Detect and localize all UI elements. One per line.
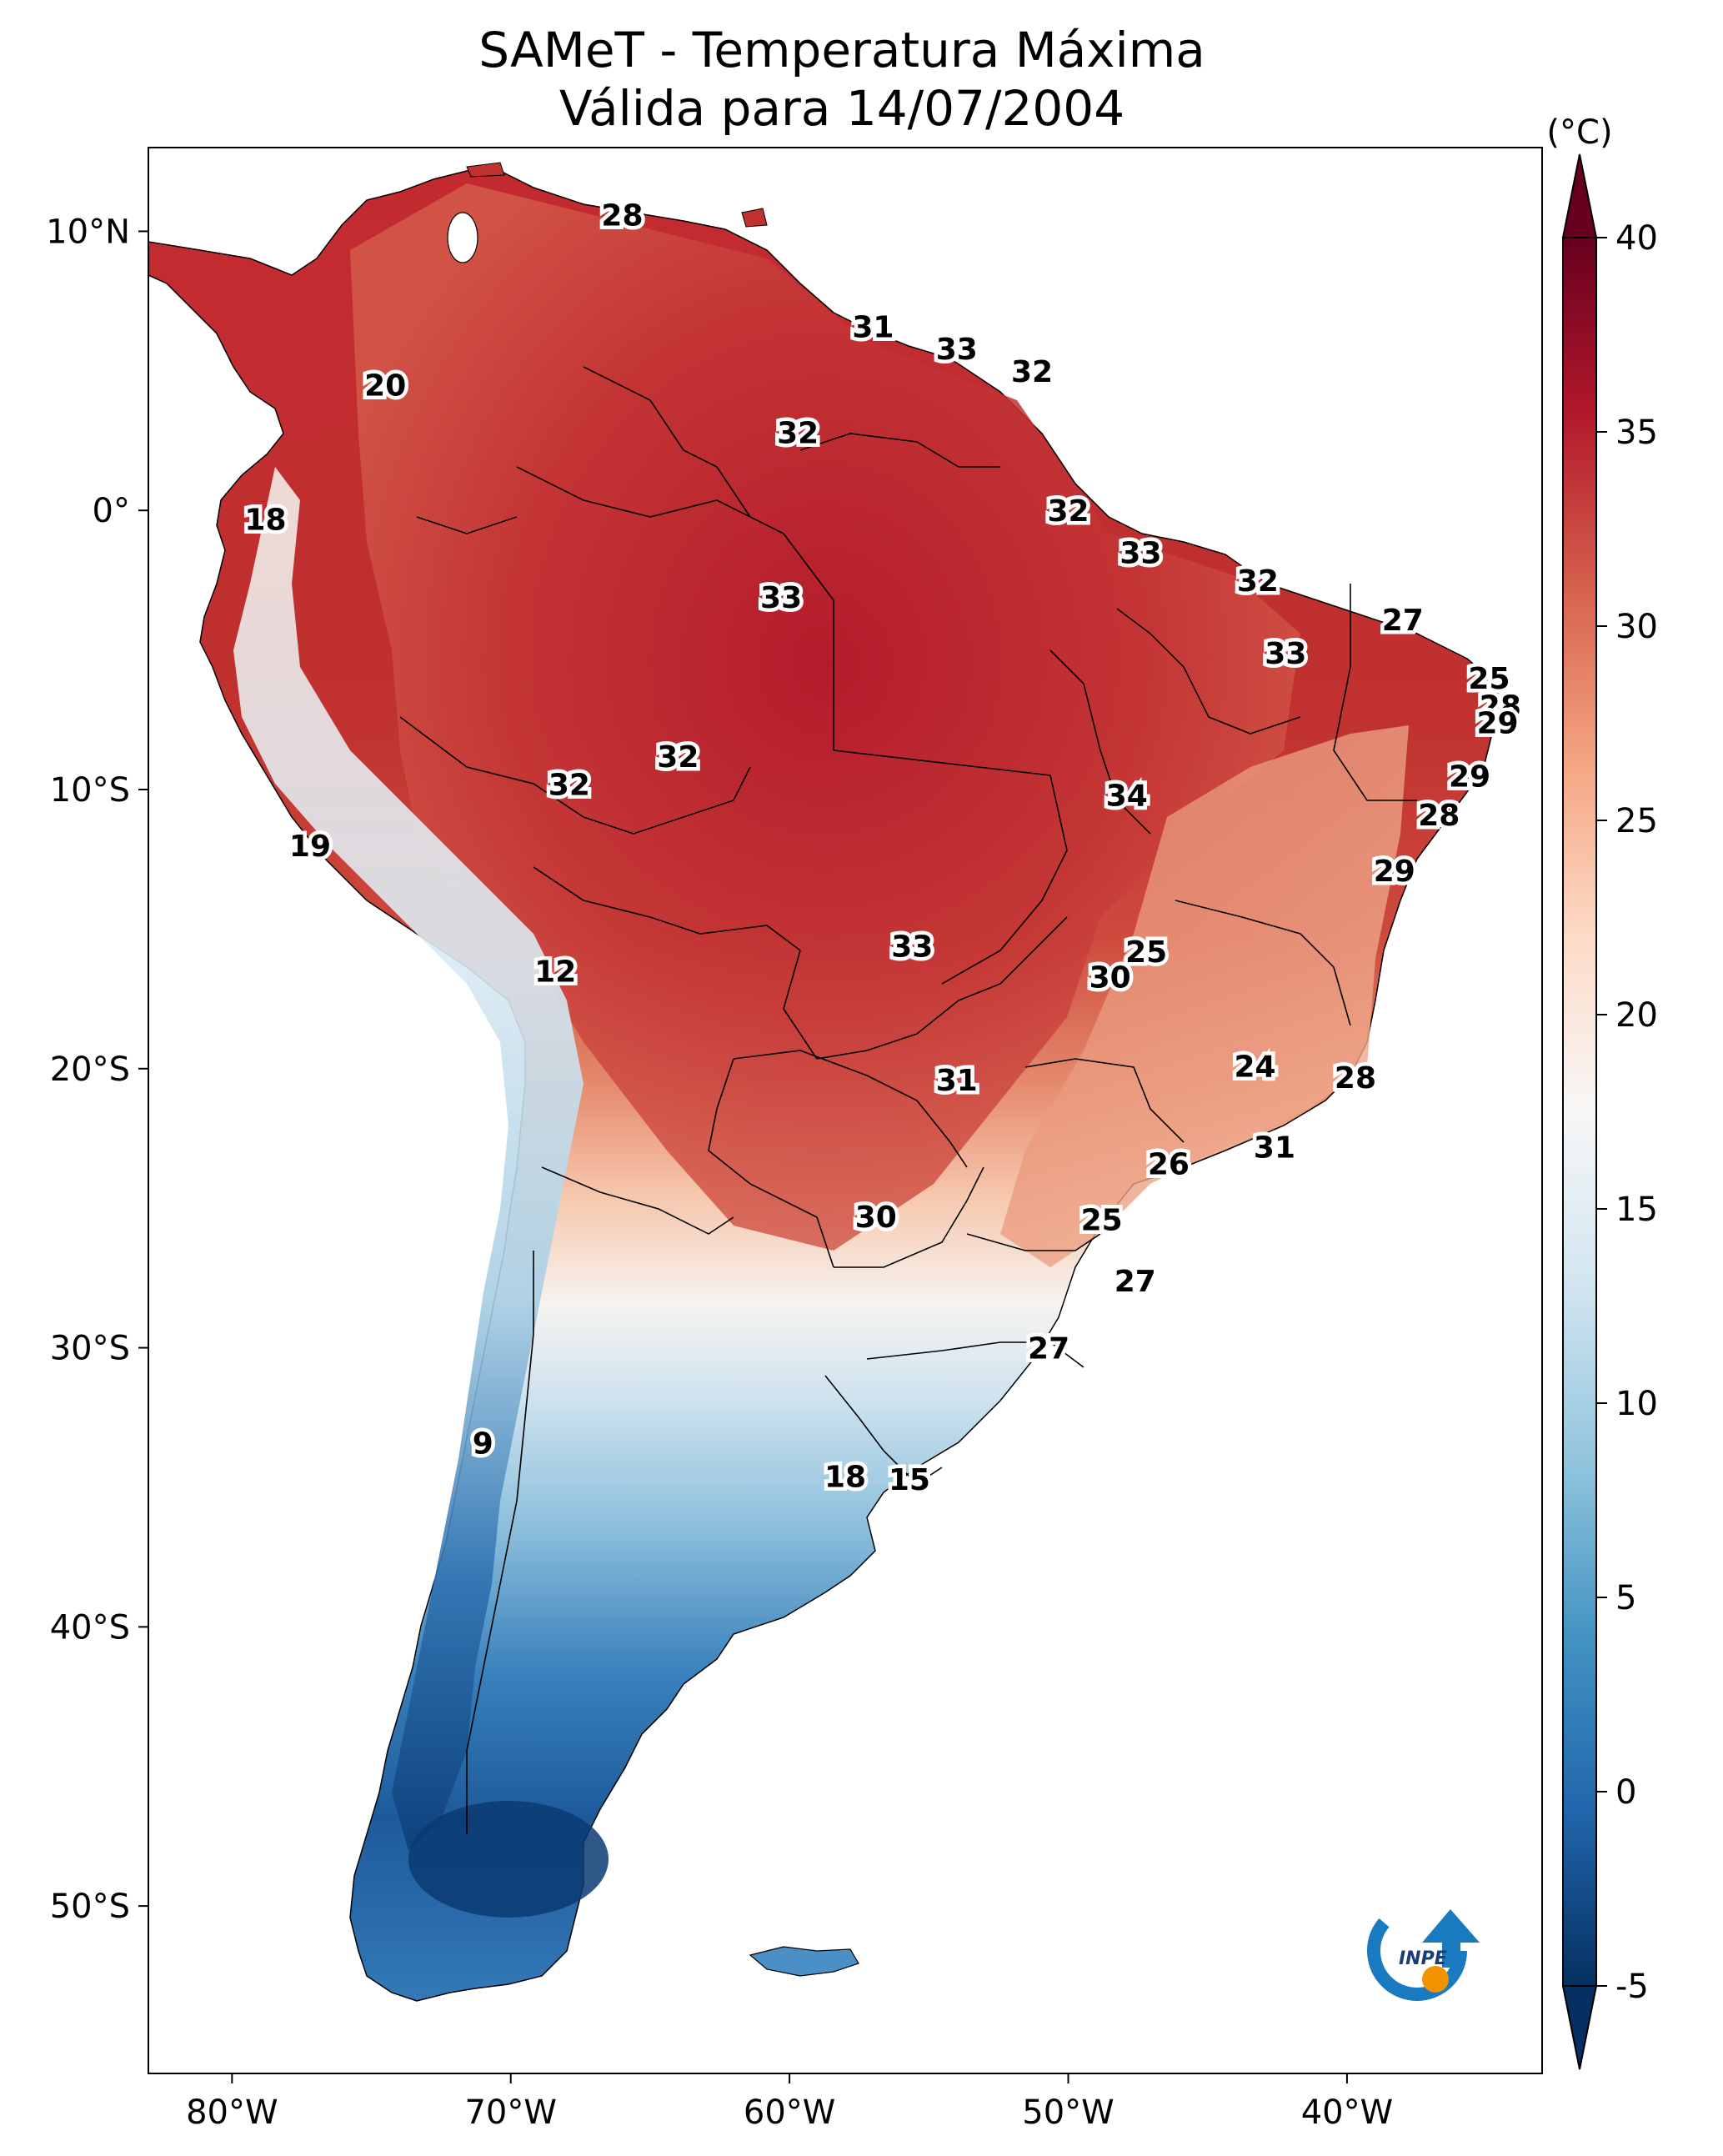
colorbar-tick-label: 20: [1615, 996, 1658, 1035]
station-value-label: 31: [1254, 1131, 1295, 1166]
eastern-brazil-warm: [1000, 725, 1409, 1267]
map-frame: [148, 147, 1543, 2074]
station-value-label: 25: [1081, 1204, 1123, 1238]
station-value-label: 27: [1028, 1332, 1069, 1366]
latitude-ticks: 10°N 0° 10°S 20°S 30°S 40°S 50°S: [46, 213, 148, 1926]
inpe-logo: INPE: [1367, 1901, 1480, 2001]
tropical-hot-region: [350, 183, 1300, 1251]
station-value-label: 32: [548, 768, 590, 802]
lon-tick-label: 80°W: [186, 2093, 278, 2132]
station-value-label: 33: [891, 930, 933, 964]
station-value-label: 33: [1265, 637, 1306, 671]
lat-tick-label: 0°: [93, 492, 130, 530]
lat-tick-label: 10°S: [50, 771, 130, 810]
station-value-label: 18: [244, 503, 286, 537]
colorbar-tick-label: 15: [1615, 1191, 1658, 1229]
falkland-islands: [749, 1946, 859, 1977]
colorbar-tick-label: 0: [1615, 1773, 1636, 1812]
station-value-label: 32: [657, 740, 699, 775]
colorbar-tick-label: 30: [1615, 608, 1658, 646]
station-value-label: 12: [534, 955, 576, 990]
lat-tick-label: 50°S: [50, 1888, 130, 1926]
station-value-label: 9: [473, 1426, 493, 1461]
station-value-label: 28: [1418, 799, 1460, 833]
lon-tick-label: 40°W: [1301, 2093, 1393, 2132]
colorbar-tick-label: 5: [1615, 1579, 1636, 1617]
station-value-label: 25: [1468, 662, 1510, 696]
lat-tick-label: 40°S: [50, 1608, 130, 1647]
patagonia-cold-core: [408, 1801, 609, 1918]
lat-tick-label: 10°N: [46, 213, 130, 251]
station-value-label: 18: [824, 1461, 866, 1495]
lake-maracaibo: [447, 212, 478, 263]
station-value-label: 33: [936, 333, 978, 367]
lon-tick-label: 60°W: [744, 2093, 835, 2132]
colorbar-tick-label: 25: [1615, 802, 1658, 840]
andes-cold-strip: [233, 467, 584, 1851]
lat-tick-label: 20°S: [50, 1050, 130, 1089]
map-title-line1: SAMeT - Temperatura Máxima: [478, 22, 1205, 78]
station-value-label: 32: [1237, 564, 1279, 599]
station-value-label: 19: [289, 830, 331, 864]
station-value-label: 20: [364, 369, 406, 404]
colorbar-tick-label: 35: [1615, 414, 1658, 452]
inpe-logo-text: INPE: [1399, 1948, 1447, 1969]
station-value-label: 34: [1106, 780, 1148, 814]
inpe-logo-sun: [1422, 1966, 1449, 1993]
station-value-label: 27: [1382, 604, 1424, 638]
longitude-ticks: 80°W 70°W 60°W 50°W 40°W: [186, 2073, 1393, 2132]
station-value-label: 28: [601, 198, 643, 233]
colorbar-unit: (°C): [1546, 113, 1612, 152]
colorbar-ticks: -5 0 5 10 15 20 25 30 35 40: [1596, 219, 1658, 2006]
station-value-label: 31: [936, 1064, 978, 1098]
station-value-label: 32: [1047, 494, 1089, 529]
station-value-label: 28: [1480, 690, 1521, 725]
station-value-label: 15: [889, 1463, 930, 1497]
station-value-label: 25: [1125, 935, 1167, 970]
political-borders: [399, 366, 1417, 1834]
station-value-label: 24: [1235, 1050, 1276, 1084]
station-value-label: 27: [1114, 1265, 1156, 1299]
colorbar-max-extension: [1561, 153, 1598, 238]
station-value-label: 30: [1089, 960, 1131, 995]
station-value-label: 29: [1449, 760, 1490, 794]
caribbean-islands: [466, 162, 768, 228]
land-layer: [148, 162, 1501, 2002]
station-value-label: 28: [1335, 1061, 1376, 1096]
colorbar: [1562, 237, 1597, 1987]
station-value-label: 26: [1148, 1148, 1190, 1182]
lon-tick-label: 50°W: [1022, 2093, 1114, 2132]
station-value-label: 33: [1119, 536, 1161, 570]
station-value-label: 29: [1476, 707, 1518, 741]
map-title-line2: Válida para 14/07/2004: [559, 80, 1124, 137]
colorbar-min-extension: [1561, 1985, 1598, 2070]
station-value-label: 30: [855, 1201, 897, 1235]
station-value-label: 31: [852, 310, 894, 344]
colorbar-tick-label: 10: [1615, 1385, 1658, 1423]
colorbar-tick-label: 40: [1615, 219, 1658, 258]
station-value-label: 32: [1011, 355, 1053, 389]
station-value-label: 32: [777, 416, 819, 450]
lon-tick-label: 70°W: [464, 2093, 556, 2132]
station-value-label: 33: [760, 581, 802, 615]
station-value-label: 29: [1374, 855, 1415, 889]
colorbar-tick-label: -5: [1615, 1968, 1649, 2006]
lat-tick-label: 30°S: [50, 1330, 130, 1368]
inpe-logo-arrow-icon: [1422, 1909, 1480, 1968]
